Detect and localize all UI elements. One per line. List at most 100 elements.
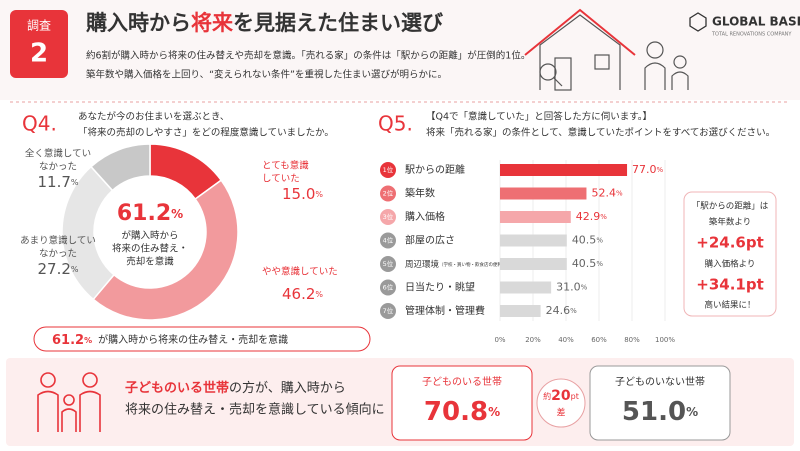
question-number: Q4.: [22, 112, 57, 136]
diff-suffix: 差: [556, 407, 565, 419]
callout-text: 築年数より: [709, 217, 751, 228]
stat-value: 70.8%: [424, 397, 500, 427]
title-part: 購入時から: [85, 11, 191, 35]
brand-sub: TOTAL RENOVATIONS COMPANY: [711, 32, 792, 38]
rank: 7位: [383, 306, 394, 315]
category-label: 管理体制・管理費: [405, 304, 485, 317]
brand-logo: GLOBAL BASE TOTAL RENOVATIONS COMPANY: [689, 12, 800, 38]
value-unit: %: [657, 166, 664, 174]
callout-box: [683, 191, 777, 317]
brand: GLOBAL BASE: [712, 15, 800, 29]
rank-badge: [380, 232, 396, 249]
value-unit: %: [596, 260, 603, 268]
rank-badge: [380, 162, 396, 178]
callout-text: 「駅からの距離」は: [692, 201, 769, 212]
diff-circle: [536, 378, 586, 428]
category-label: 購入価格: [405, 210, 445, 223]
rank: 3位: [383, 212, 394, 221]
value-label: 40.5%: [572, 234, 604, 247]
header-line: 築年数や購入価格を上回り、“変えられない条件”を重視した住まい選びが明らかに。: [86, 69, 447, 81]
bar: [500, 187, 587, 200]
rank-badge: [380, 256, 396, 272]
bar: [500, 305, 541, 317]
bottom-lead: 子どものいる世帯の方が、購入時から: [125, 380, 346, 396]
category-label: 駅からの距離: [405, 163, 465, 176]
value-number: 40.5: [572, 234, 597, 247]
value-label: 52.4%: [591, 187, 623, 200]
center-text: 売却を意識: [126, 256, 174, 268]
stat-label: 子どものいない世帯: [615, 375, 705, 388]
summary: 61.2% が購入時から将来の住み替え・売却を意識: [52, 333, 288, 348]
category-name: 購入価格: [405, 210, 445, 223]
category-label: 築年数: [405, 187, 435, 200]
question-text: 【Q4で「意識していた」と回答した方に伺います。】: [426, 111, 652, 123]
summary-text: が購入時から将来の住み替え・売却を意識: [98, 333, 288, 346]
value-unit: %: [600, 213, 607, 221]
family-icon: [37, 372, 101, 432]
bar: [500, 211, 571, 223]
stat-box: [391, 365, 533, 441]
value-number: 40.5: [572, 257, 597, 270]
rank: 5位: [383, 259, 394, 268]
question-number: Q5.: [378, 112, 413, 136]
rank-badge: [380, 303, 396, 319]
lead-highlight: 子どものいる世帯: [125, 380, 229, 396]
bar-chart: 0% 20% 40% 60% 80% 100% 1位 駅からの距離 77.0% 2位 築年数 52.4…: [380, 160, 675, 344]
category-note: （学校・買い物・飲食店の便利さなど）: [439, 261, 520, 268]
title-part: を見据えた住まい選び: [233, 11, 443, 35]
header-line: 約6割が購入時から将来の住み替えや売却を意識。「売れる家」の条件は「駅からの距離…: [86, 50, 530, 62]
title: 購入時から将来を見据えた住まい選び: [85, 11, 443, 35]
lead-rest: の方が、購入時から: [229, 380, 346, 396]
value-label: 31.0%: [556, 281, 588, 294]
badge: [10, 10, 68, 78]
rank: 6位: [383, 283, 394, 292]
slice-unit: %: [315, 190, 323, 199]
stat-unit: %: [686, 405, 698, 419]
slice-label: あまり意識してい: [20, 235, 96, 247]
diff-value: 20: [551, 388, 571, 404]
badge-number: 2: [30, 39, 48, 69]
question-text: あなたが今のお住まいを選ぶとき、: [78, 111, 229, 123]
slice-number: 46.2: [282, 285, 315, 303]
value-number: 52.4: [591, 187, 616, 200]
summary-value: 61.2: [52, 333, 84, 348]
slice-value: 11.7%: [37, 173, 78, 191]
x-tick-label: 60%: [591, 336, 607, 344]
stat-box: [589, 365, 731, 441]
donut-segment: [89, 143, 151, 192]
category-label: 部屋の広さ: [405, 234, 455, 247]
bar: [500, 234, 567, 247]
category-label: 周辺環境（学校・買い物・飲食店の便利さなど）: [405, 259, 520, 270]
header-band: [0, 0, 800, 100]
title-highlight: 将来: [191, 11, 234, 35]
center-value: 61.2%: [117, 201, 183, 226]
value-label: 24.6%: [546, 304, 578, 317]
center-text: が購入時から: [121, 230, 178, 242]
value-label: 77.0%: [632, 163, 664, 176]
x-tick-label: 40%: [558, 336, 574, 344]
category-name: 築年数: [405, 187, 435, 200]
badge-label: 調査: [27, 19, 51, 33]
callout-text: 高い結果に！: [704, 300, 755, 311]
center-number: 61.2: [117, 201, 171, 226]
slice-label: なかった: [39, 162, 77, 173]
question-text: 「将来の売却のしやすさ」をどの程度意識していましたか。: [78, 127, 334, 139]
slice-value: 15.0%: [282, 185, 323, 203]
value-label: 40.5%: [572, 257, 604, 270]
category-label: 日当たり・眺望: [405, 281, 475, 294]
rank: 1位: [383, 165, 394, 174]
summary-pill: [33, 326, 371, 352]
slice-unit: %: [315, 290, 323, 299]
value-number: 77.0: [632, 163, 657, 176]
rank-badge: [380, 209, 396, 225]
bar: [500, 258, 567, 270]
diff-prefix: 約: [543, 391, 551, 401]
center-text: 将来の住み替え・: [112, 243, 188, 255]
stat-number: 70.8: [424, 397, 488, 427]
center-unit: %: [171, 207, 183, 221]
slice-unit: %: [71, 178, 79, 187]
slice-value: 46.2%: [282, 285, 323, 303]
